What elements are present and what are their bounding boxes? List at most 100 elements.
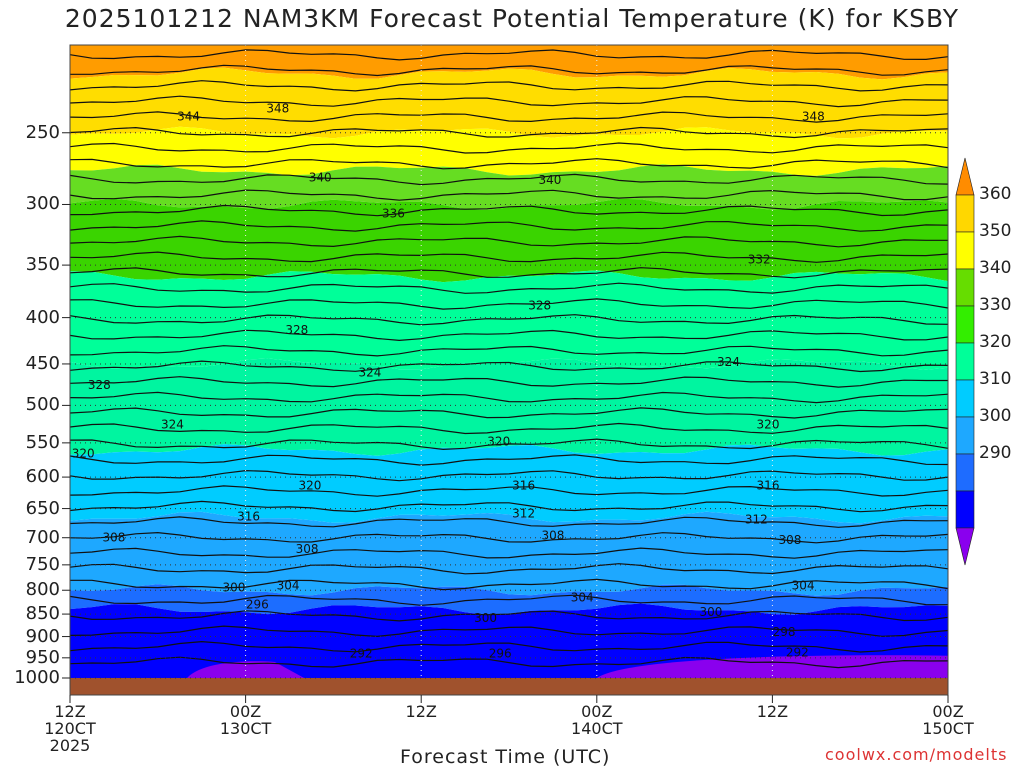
color-band [70, 126, 948, 176]
y-tick-label: 650 [25, 497, 60, 519]
x-tick-label: 00Z 130CT [201, 703, 291, 754]
color-band [70, 444, 948, 524]
x-axis-title: Forecast Time (UTC) [400, 746, 611, 768]
contour-line [69, 454, 949, 466]
y-tick-label: 600 [25, 466, 60, 488]
contour-line [69, 610, 949, 622]
x-tick-line3 [727, 737, 817, 754]
contour-label: 340 [309, 170, 332, 184]
contour-line [69, 80, 949, 92]
contour-label: 328 [285, 323, 308, 337]
colorbar-label: 360 [979, 184, 1012, 204]
contour-line [69, 158, 949, 170]
contour-line [69, 469, 949, 482]
purple-patch [187, 661, 305, 678]
x-tick-line2: 130CT [219, 719, 272, 738]
contour-line [69, 516, 949, 528]
contour-label: 340 [539, 173, 562, 187]
contour-line [69, 391, 949, 404]
contour-label: 328 [88, 378, 111, 392]
contour-label: 296 [246, 598, 269, 612]
x-tick-label: 12Z [727, 703, 817, 754]
contour-line [69, 173, 949, 186]
contour-label: 324 [359, 366, 382, 380]
colorbar-swatch [955, 490, 975, 529]
colorbar-swatch [955, 231, 975, 270]
x-tick-label: 00Z 150CT [903, 703, 993, 754]
contour-line [69, 111, 949, 123]
colorbar-swatch [955, 379, 975, 418]
color-band [70, 198, 948, 283]
contour-line [69, 438, 949, 451]
x-tick-line3: 2025 [49, 736, 91, 755]
x-tick-label: 12Z 120CT 2025 [25, 703, 115, 754]
contour-label: 304 [277, 578, 300, 592]
contour-line [69, 345, 949, 357]
contour-label: 336 [382, 207, 405, 221]
x-tick-label: 12Z [376, 703, 466, 754]
purple-patch [596, 655, 948, 678]
colorbar-swatch [955, 305, 975, 344]
x-tick-label: 00Z 140CT [552, 703, 642, 754]
y-tick-label: 850 [25, 603, 60, 625]
contour-label: 344 [177, 110, 200, 124]
contour-label: 300 [222, 580, 245, 594]
y-tick-label: 550 [25, 431, 60, 453]
contour-label: 308 [296, 542, 319, 556]
contour-label: 348 [802, 110, 825, 124]
x-tick-line1: 12Z [405, 702, 437, 721]
colorbar-label: 310 [979, 369, 1012, 389]
x-tick-line1: 00Z [932, 702, 964, 721]
contour-label: 304 [792, 578, 815, 592]
y-tick-label: 900 [25, 625, 60, 647]
colorbar-arrow-bottom [955, 527, 975, 566]
colorbar-arrow-top [955, 157, 975, 196]
colorbar-label: 350 [979, 221, 1012, 241]
y-tick-label: 450 [25, 352, 60, 374]
y-tick-label: 250 [25, 121, 60, 143]
x-tick-line1: 12Z [54, 702, 86, 721]
contour-label: 332 [748, 252, 771, 266]
contour-line [69, 142, 949, 154]
x-tick-line2: 120CT [44, 719, 96, 738]
y-tick-label: 500 [25, 394, 60, 416]
contour-line [69, 251, 949, 263]
contour-label: 320 [299, 479, 322, 493]
contour-line [69, 407, 949, 419]
contour-label: 316 [512, 479, 535, 493]
contour-label: 312 [512, 506, 535, 520]
contour-label: 320 [757, 418, 780, 432]
x-tick-line1: 00Z [229, 702, 262, 721]
contour-label: 348 [266, 101, 289, 115]
credit-link[interactable]: coolwx.com/modelts [825, 745, 1008, 764]
y-tick-label: 750 [25, 553, 60, 575]
contour-line [69, 189, 949, 201]
contour-line [69, 49, 949, 61]
contour-label: 304 [571, 591, 594, 605]
contour-label: 308 [779, 533, 802, 547]
color-band [70, 270, 948, 370]
contour-label: 300 [699, 605, 722, 619]
contour-line [69, 220, 949, 232]
x-tick-line2 [376, 720, 466, 737]
color-band [70, 67, 948, 139]
x-tick-line2: 150CT [922, 719, 974, 738]
colorbar-swatch [955, 342, 975, 381]
ground-strip [70, 678, 948, 695]
contour-line [69, 656, 949, 669]
x-tick-line3 [201, 737, 291, 754]
contour-line [69, 594, 949, 606]
contour-label: 316 [237, 509, 260, 523]
contour-label: 316 [757, 479, 780, 493]
colorbar-swatch [955, 453, 975, 492]
contour-line [69, 314, 949, 326]
contour-label: 320 [72, 446, 95, 460]
contour-line [69, 547, 949, 559]
contour-line [69, 95, 949, 108]
contour-line [69, 360, 949, 373]
contour-label: 300 [474, 611, 497, 625]
colorbar-label: 320 [979, 332, 1012, 352]
contour-label: 308 [102, 531, 125, 545]
colorbar-swatch [955, 194, 975, 233]
